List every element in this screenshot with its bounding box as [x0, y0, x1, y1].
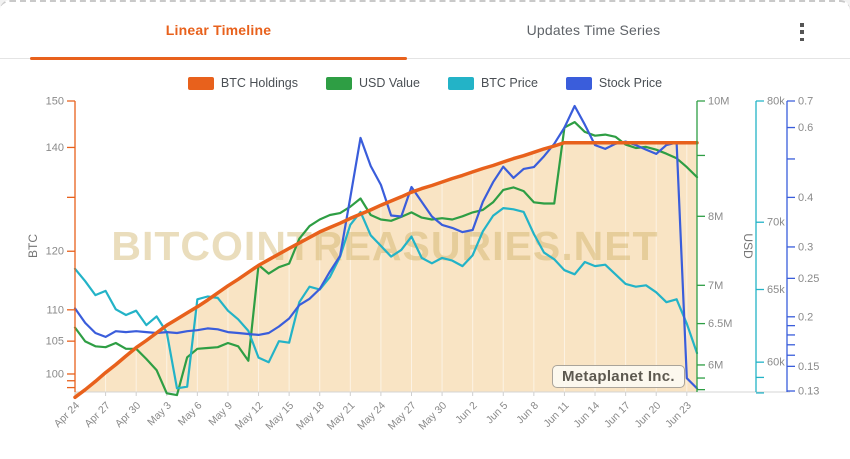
x-axis-label: May 30: [416, 400, 449, 433]
legend-item-btc-holdings[interactable]: BTC Holdings: [187, 76, 299, 90]
x-axis-label: Jun 20: [633, 400, 664, 431]
axis-tick-label: 0.25: [798, 273, 819, 285]
x-axis-label: Apr 30: [113, 400, 143, 430]
series-btc-price: [73, 207, 699, 390]
legend-swatch: [187, 76, 214, 90]
x-axis-label: May 15: [263, 400, 296, 433]
active-tab-underline: [30, 57, 407, 60]
x-axis-label: May 24: [355, 400, 388, 433]
x-axis-label: Jun 8: [514, 400, 541, 427]
legend-item-usd-value[interactable]: USD Value: [326, 76, 420, 90]
series-btc-holdings: [73, 140, 699, 400]
axis-title-btc: BTC: [26, 234, 40, 258]
legend-label: USD Value: [359, 76, 420, 90]
legend-label: BTC Holdings: [220, 76, 299, 90]
axis-tick-label: 80k: [767, 96, 785, 108]
axis-tick-label: 120: [46, 246, 64, 258]
x-axis-label: Jun 17: [602, 400, 633, 431]
axis-tick-label: 60k: [767, 357, 785, 369]
axis-tick-label: 8M: [708, 211, 723, 223]
x-axis-label: Jun 5: [484, 400, 511, 427]
x-axis-label: Apr 27: [82, 400, 112, 430]
legend-swatch: [326, 76, 353, 90]
axis-tick-label: 0.2: [798, 311, 813, 323]
watermark: BITCOINTREASURIES.NET: [111, 223, 658, 269]
chart-legend: BTC Holdings USD Value BTC Price Stock Pric…: [0, 76, 850, 90]
x-axis-label: Jun 11: [541, 400, 571, 430]
axis-tick-label: 7M: [708, 280, 723, 292]
axis-tick-label: 140: [46, 142, 64, 154]
btc-holdings-area: [75, 142, 697, 398]
axis-tick-label: 100: [46, 368, 64, 380]
x-axis-label: May 21: [325, 400, 358, 433]
x-axis-label: May 3: [145, 400, 174, 429]
axis-tick-label: 70k: [767, 217, 785, 229]
legend-swatch: [565, 76, 592, 90]
company-annotation: Metaplanet Inc.: [552, 365, 685, 388]
x-axis-label: May 6: [176, 400, 205, 429]
x-axis-label: Jun 14: [571, 400, 602, 431]
axis-tick-label: 0.3: [798, 241, 813, 253]
legend-item-btc-price[interactable]: BTC Price: [447, 76, 538, 90]
legend-swatch: [447, 76, 474, 90]
axis-tick-label: 0.13: [798, 386, 819, 398]
axis-title-btc_price: USD: [741, 233, 755, 259]
axis-tick-label: 0.7: [798, 96, 813, 108]
x-axis-label: Jun 2: [453, 400, 480, 427]
axis-tick-label: 110: [46, 304, 64, 316]
legend-label: BTC Price: [480, 76, 538, 90]
x-axis-label: May 9: [206, 400, 235, 429]
tab-linear-timeline[interactable]: Linear Timeline: [165, 22, 272, 38]
axis-tick-label: 0.6: [798, 122, 813, 134]
legend-label: Stock Price: [598, 76, 663, 90]
axis-tick-label: 0.4: [798, 192, 813, 204]
tab-bar: Linear Timeline Updates Time Series: [0, 2, 850, 60]
x-axis-label: Jun 23: [663, 400, 694, 431]
x-axis-label: May 18: [294, 400, 327, 433]
axis-tick-label: 10M: [708, 96, 729, 108]
axis-tick-label: 65k: [767, 284, 785, 296]
axis-tick-label: 105: [46, 336, 64, 348]
axis-tick-label: 6.5M: [708, 318, 732, 330]
axis-tick-label: 150: [46, 96, 64, 108]
x-axis-label: May 12: [233, 400, 266, 433]
x-axis-label: Apr 24: [52, 400, 82, 430]
tab-updates-time-series[interactable]: Updates Time Series: [526, 22, 661, 38]
axis-tick-label: 6M: [708, 359, 723, 371]
axis-tick-label: 0.15: [798, 361, 819, 373]
x-axis-label: May 27: [386, 400, 419, 433]
legend-item-stock-price[interactable]: Stock Price: [565, 76, 663, 90]
kebab-menu-icon[interactable]: [793, 21, 811, 43]
